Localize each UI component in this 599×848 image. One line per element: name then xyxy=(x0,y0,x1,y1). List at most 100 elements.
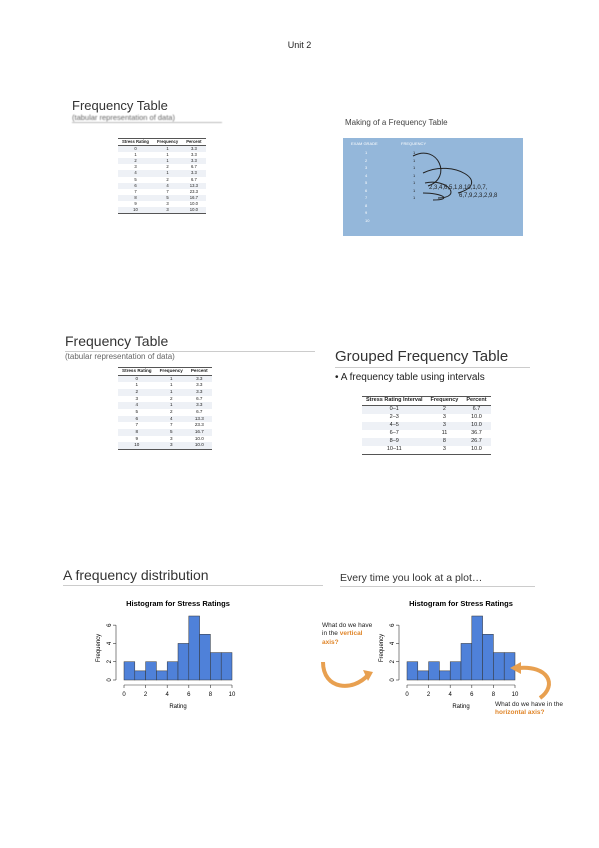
table-row: 0–1 2 6.7 xyxy=(362,405,491,414)
header-row: Stress Rating Frequency Percent xyxy=(118,138,206,147)
cell: 1 xyxy=(153,145,183,153)
y-tick-label: 2 xyxy=(107,659,113,663)
slide-title: Every time you look at a plot… xyxy=(340,572,535,587)
cell: 9 xyxy=(135,435,139,441)
cell: 4 xyxy=(118,170,153,177)
x-tick-label: 8 xyxy=(209,692,213,698)
note-emphasis: vertical axis? xyxy=(322,630,363,646)
cell: 16.7 xyxy=(182,194,206,201)
cell: 4–5 xyxy=(362,421,427,430)
arrows xyxy=(412,152,473,201)
slide: Grouped Frequency Table • A frequency ta… xyxy=(335,348,530,383)
column-header: Stress Rating Interval xyxy=(362,396,427,406)
bullet-text: A frequency table using intervals xyxy=(340,372,485,383)
annotation: What do we have in the vertical axis? xyxy=(322,622,378,647)
tally: 1 xyxy=(413,165,416,170)
slide-subtitle: (tabular representation of data) xyxy=(72,113,222,123)
y-tick-label: 6 xyxy=(107,623,113,627)
table-row: 3 2 6.7 xyxy=(118,396,212,403)
x-tick-label: 8 xyxy=(492,692,496,698)
cell: 4 xyxy=(153,182,183,189)
table-row: 1 1 3.3 xyxy=(118,382,212,389)
table-holder: Stress Rating Frequency Percent 0 1 3.3 1 1 3.3 2… xyxy=(118,367,212,450)
y-tick-label: 6 xyxy=(390,623,396,627)
slide: Every time you look at a plot… xyxy=(340,572,535,587)
cell: 10.0 xyxy=(194,435,204,441)
cell: 13.3 xyxy=(186,415,212,423)
cell: 3 xyxy=(166,200,169,206)
table-row: 1 1 3.3 xyxy=(118,152,206,158)
table-row: 4 1 3.3 xyxy=(118,170,206,177)
slide-title: Grouped Frequency Table xyxy=(335,348,530,368)
tally: 1 xyxy=(413,195,416,200)
cell: 26.7 xyxy=(462,437,491,446)
cell: 3 xyxy=(155,442,187,450)
cell: 1 xyxy=(166,152,169,158)
column-header: Frequency xyxy=(426,396,463,406)
data-table: Stress Rating Interval Frequency Percent 0–… xyxy=(362,396,491,455)
tally: 1 xyxy=(413,187,416,193)
blue-box: EXAM GRADE FREQUENCY 1 2 3 4 5 6 7 8 9 10 1 1 1 1 1 1 1 2,3… xyxy=(343,138,523,236)
column-header: FREQUENCY xyxy=(401,141,427,146)
cell: 8 xyxy=(118,194,153,201)
column-header: Frequency xyxy=(153,138,183,147)
cell: 10.0 xyxy=(462,421,491,430)
bar xyxy=(199,634,211,681)
annotation: What do we have in the horizontal axis? xyxy=(495,701,570,718)
table-row: 3 2 6.7 xyxy=(118,164,206,170)
bar xyxy=(134,670,146,681)
x-tick-label: 6 xyxy=(470,692,474,698)
x-tick-label: 0 xyxy=(122,692,126,698)
cell: 6.7 xyxy=(190,164,197,170)
table-row: 6 4 13.3 xyxy=(118,182,206,189)
table-row: 9 3 10.0 xyxy=(118,201,206,207)
cell: 36.7 xyxy=(471,429,482,436)
cell: 2 xyxy=(169,408,173,414)
cell: 0 xyxy=(118,145,153,153)
histogram: Histogram for Stress Ratings 0 2 4 6 0 2 4 6 8 10 R… xyxy=(379,599,519,710)
bar xyxy=(220,652,233,681)
cell: 6 xyxy=(118,415,156,423)
cell: 3.3 xyxy=(190,152,197,158)
cell: 11 xyxy=(441,429,448,436)
histogram: Histogram for Stress Ratings 0 2 4 6 0 2 4 6 8 10 R… xyxy=(96,599,236,710)
slide-title: Frequency Table xyxy=(65,333,315,352)
x-axis-label: Rating xyxy=(169,704,186,710)
cell: 3 xyxy=(169,435,173,441)
table-row: 9 3 10.0 xyxy=(118,436,212,443)
tally: 1 xyxy=(413,180,416,185)
grade: 2 xyxy=(365,157,368,163)
cell: 3 xyxy=(134,164,137,170)
cell: 2 xyxy=(166,176,169,182)
cell: 2 xyxy=(169,395,173,401)
cell: 9 xyxy=(134,200,137,206)
page-header: Unit 2 xyxy=(287,40,312,50)
table-row: 10 3 10.0 xyxy=(118,442,212,450)
cell: 3 xyxy=(426,421,463,430)
grade: 10 xyxy=(365,217,370,223)
bar xyxy=(188,615,200,681)
cell: 7 xyxy=(169,422,173,428)
data-table: Stress Rating Frequency Percent 0 1 3.3 1 1 3.3 2… xyxy=(118,138,206,215)
note-emphasis: horizontal axis? xyxy=(495,709,545,717)
note-text: What do we have in the xyxy=(322,622,373,638)
x-tick-label: 4 xyxy=(166,692,170,698)
cell: 6 xyxy=(118,182,153,189)
slide-title: A frequency distribution xyxy=(63,567,323,586)
table-row: 6–7 11 36.7 xyxy=(362,430,491,438)
y-axis-label: Frequency xyxy=(96,634,102,662)
x-tick-label: 2 xyxy=(144,692,148,698)
cell: 3 xyxy=(135,395,139,401)
header-row: Stress Rating Frequency Percent xyxy=(118,367,212,376)
tally: 1 xyxy=(413,172,416,178)
cell: 2 xyxy=(166,164,169,170)
cell: 6.7 xyxy=(190,176,197,182)
bar xyxy=(166,661,179,681)
cell: 10.0 xyxy=(182,207,206,214)
cell: 4 xyxy=(118,402,156,409)
cell: 10 xyxy=(118,207,153,214)
column-header: Frequency xyxy=(155,367,187,376)
cell: 3.3 xyxy=(196,382,203,388)
table-row: 0 1 3.3 xyxy=(118,375,212,383)
